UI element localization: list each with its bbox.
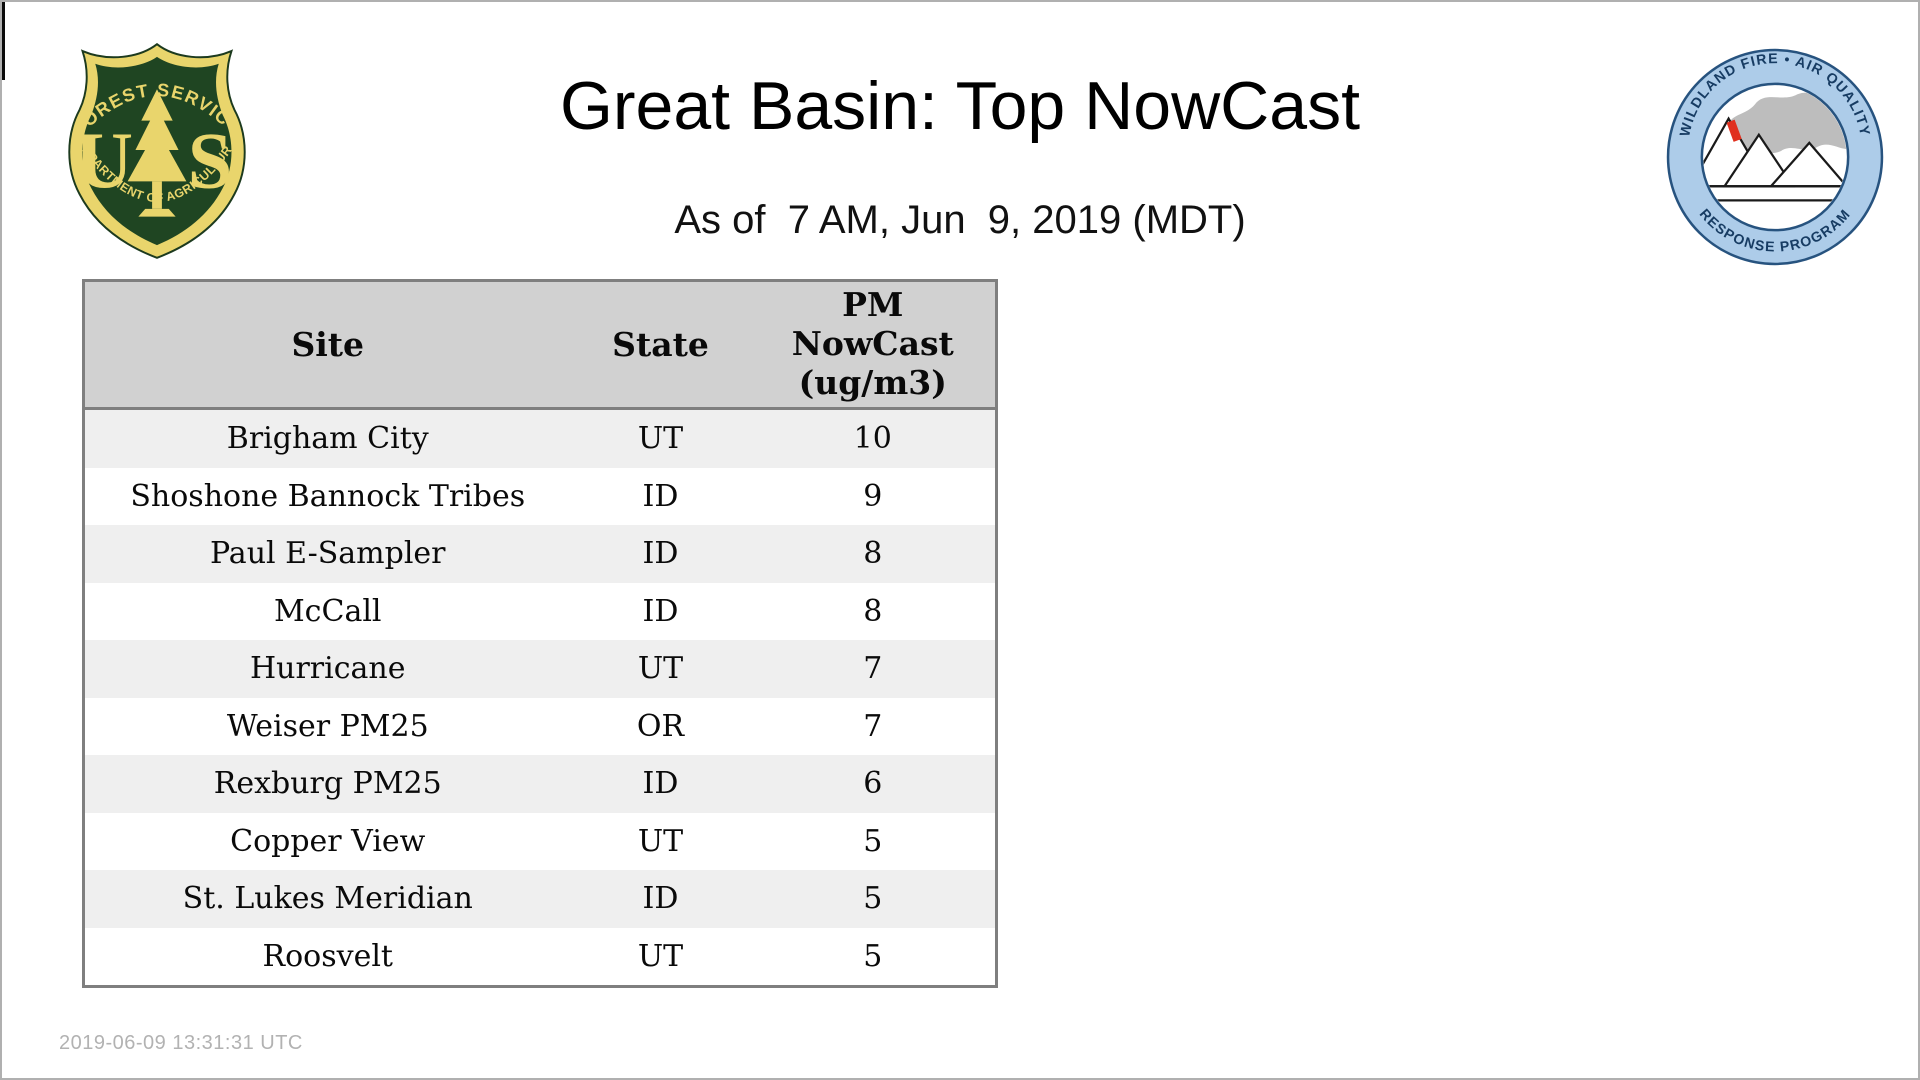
cell-site: Roosvelt (262, 938, 393, 974)
mountains-icon (1703, 116, 1847, 188)
cell-value: 6 (863, 766, 883, 802)
table-row: Rexburg PM25 ID 6 (83, 755, 997, 813)
table-header-row: Site State PM NowCast (ug/m3) (83, 280, 997, 410)
cell-state: UT (637, 651, 684, 687)
table-row: Shoshone Bannock Tribes ID 9 (83, 467, 997, 525)
cell-site: Paul E-Sampler (209, 536, 446, 572)
cell-site: Copper View (230, 823, 426, 859)
table-row: Copper View UT 5 (83, 812, 997, 870)
table-row: Roosvelt UT 5 (83, 927, 997, 987)
cell-site: Shoshone Bannock Tribes (130, 478, 526, 514)
table-row: St. Lukes Meridian ID 5 (83, 870, 997, 928)
cell-site: McCall (273, 593, 382, 629)
cell-value: 10 (853, 421, 892, 457)
cell-site: Hurricane (249, 651, 406, 687)
cell-state: UT (637, 823, 684, 859)
cell-state: ID (642, 536, 679, 572)
cell-value: 5 (863, 938, 883, 974)
cell-state: ID (642, 881, 679, 917)
cell-state: ID (642, 766, 679, 802)
table-row: Paul E-Sampler ID 8 (83, 525, 997, 583)
col-header-site: Site (83, 280, 571, 410)
table-row: McCall ID 8 (83, 582, 997, 640)
cell-state: UT (637, 421, 684, 457)
page-title: Great Basin: Top NowCast (560, 68, 1360, 144)
cell-value: 9 (863, 478, 883, 514)
cell-value: 5 (863, 881, 883, 917)
fs-letter-u: U (75, 116, 133, 205)
col-header-pm-nowcast: PM NowCast (ug/m3) (750, 280, 997, 410)
cell-state: OR (636, 708, 685, 744)
cell-site: Brigham City (226, 421, 429, 457)
table-row: Brigham City UT 10 (83, 408, 997, 468)
cell-site: Rexburg PM25 (213, 766, 442, 802)
cell-site: St. Lukes Meridian (182, 881, 473, 917)
fs-letter-s: S (188, 116, 233, 205)
table-row: Hurricane UT 7 (83, 640, 997, 698)
cell-site: Weiser PM25 (226, 708, 429, 744)
ground-lines (1703, 185, 1847, 202)
cell-value: 7 (863, 651, 883, 687)
cell-value: 8 (863, 593, 883, 629)
cell-value: 8 (863, 536, 883, 572)
table-row: Weiser PM25 OR 7 (83, 697, 997, 755)
cell-value: 7 (863, 708, 883, 744)
footer-timestamp: 2019-06-09 13:31:31 UTC (59, 1032, 303, 1054)
cell-state: ID (642, 478, 679, 514)
left-edge-artifact (2, 2, 5, 80)
col-header-state: State (570, 280, 751, 410)
cell-state: ID (642, 593, 679, 629)
flame-icon (1726, 119, 1742, 142)
page-subtitle: As of 7 AM, Jun 9, 2019 (MDT) (674, 198, 1246, 242)
cell-value: 5 (863, 823, 883, 859)
cell-state: UT (637, 938, 684, 974)
pine-tree-icon (127, 89, 187, 217)
wfaqrp-logo-icon: WILDLAND FIRE • AIR QUALITY RESPONSE PRO… (1666, 48, 1884, 266)
nowcast-table: Site State PM NowCast (ug/m3) Brigham Ci… (82, 279, 998, 988)
